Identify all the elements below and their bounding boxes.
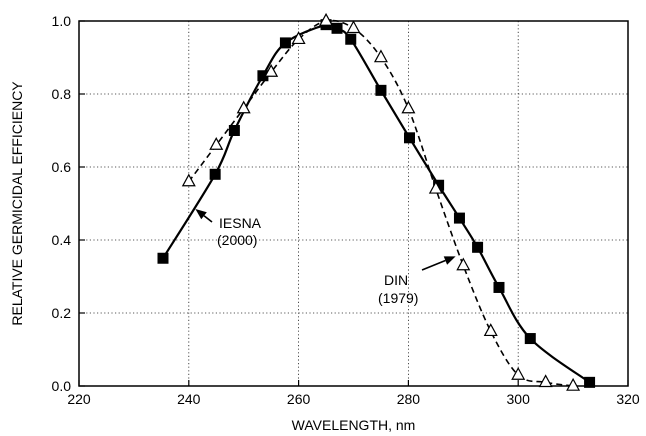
data-point-iesna-2000 bbox=[209, 168, 221, 180]
data-point-iesna-2000 bbox=[403, 132, 415, 144]
annotation-iesna-leader bbox=[203, 215, 213, 223]
annotation-iesna-arrowhead bbox=[195, 208, 207, 220]
data-point-din-1979 bbox=[566, 377, 581, 391]
data-point-din-1979 bbox=[401, 100, 416, 114]
data-point-din-1979 bbox=[181, 173, 196, 187]
data-point-iesna-2000 bbox=[524, 333, 536, 345]
data-point-iesna-2000 bbox=[493, 281, 505, 293]
y-tick-label: 0.8 bbox=[52, 86, 72, 102]
data-point-iesna-2000 bbox=[157, 252, 169, 264]
series-line-iesna-2000 bbox=[162, 22, 591, 384]
annotation-iesna-line1: IESNA bbox=[219, 215, 262, 231]
annotation-din-line1: DIN bbox=[384, 272, 408, 288]
data-point-din-1979 bbox=[236, 100, 251, 114]
series-line-din-1979 bbox=[188, 19, 574, 387]
plot-area-frame bbox=[78, 20, 629, 387]
annotation-din-leader bbox=[421, 259, 446, 271]
annotation-iesna: IESNA (2000) bbox=[195, 208, 262, 248]
annotation-din: DIN (1979) bbox=[378, 256, 456, 306]
annotation-din-line2: (1979) bbox=[378, 290, 418, 306]
data-point-iesna-2000 bbox=[433, 179, 445, 191]
y-tick-label: 0.0 bbox=[52, 378, 72, 394]
axis-ticks: 220 240 260 280 300 320 0.0 0.2 0.4 0.6 0.8 1.0 bbox=[52, 13, 640, 407]
data-point-din-1979 bbox=[428, 180, 443, 194]
data-point-din-1979 bbox=[209, 137, 224, 150]
annotation-iesna-line2: (2000) bbox=[217, 232, 257, 248]
data-point-din-1979 bbox=[483, 323, 498, 337]
x-tick-label: 280 bbox=[397, 391, 421, 407]
data-point-iesna-2000 bbox=[584, 376, 596, 388]
y-tick-label: 0.6 bbox=[52, 159, 72, 175]
marker-layer bbox=[157, 12, 596, 391]
y-tick-label: 0.4 bbox=[52, 232, 72, 248]
data-point-din-1979 bbox=[264, 64, 279, 77]
series-layer bbox=[162, 19, 591, 387]
x-tick-label: 260 bbox=[287, 391, 311, 407]
y-axis-title: RELATIVE GERMICIDAL EFFICIENCY bbox=[9, 81, 25, 326]
x-tick-label: 220 bbox=[67, 391, 91, 407]
data-point-din-1979 bbox=[538, 374, 553, 388]
x-tick-label: 240 bbox=[177, 391, 201, 407]
y-tick-label: 1.0 bbox=[52, 13, 72, 29]
data-point-din-1979 bbox=[456, 257, 471, 271]
x-tick-label: 300 bbox=[507, 391, 531, 407]
x-tick-label: 320 bbox=[616, 391, 640, 407]
data-point-iesna-2000 bbox=[279, 37, 291, 49]
data-point-iesna-2000 bbox=[257, 70, 269, 82]
data-point-din-1979 bbox=[291, 31, 306, 45]
data-point-din-1979 bbox=[346, 20, 361, 34]
data-point-din-1979 bbox=[511, 366, 526, 380]
x-axis-title: WAVELENGTH, nm bbox=[292, 417, 416, 433]
data-point-iesna-2000 bbox=[345, 33, 357, 45]
y-tick-label: 0.2 bbox=[52, 305, 72, 321]
data-point-iesna-2000 bbox=[453, 212, 465, 224]
data-point-din-1979 bbox=[373, 49, 388, 63]
grid bbox=[79, 21, 628, 386]
annotation-din-arrowhead bbox=[443, 256, 456, 265]
data-point-iesna-2000 bbox=[472, 241, 484, 253]
data-point-din-1979 bbox=[319, 12, 334, 26]
data-point-iesna-2000 bbox=[331, 22, 343, 34]
data-point-iesna-2000 bbox=[375, 84, 387, 96]
data-point-iesna-2000 bbox=[228, 125, 240, 136]
